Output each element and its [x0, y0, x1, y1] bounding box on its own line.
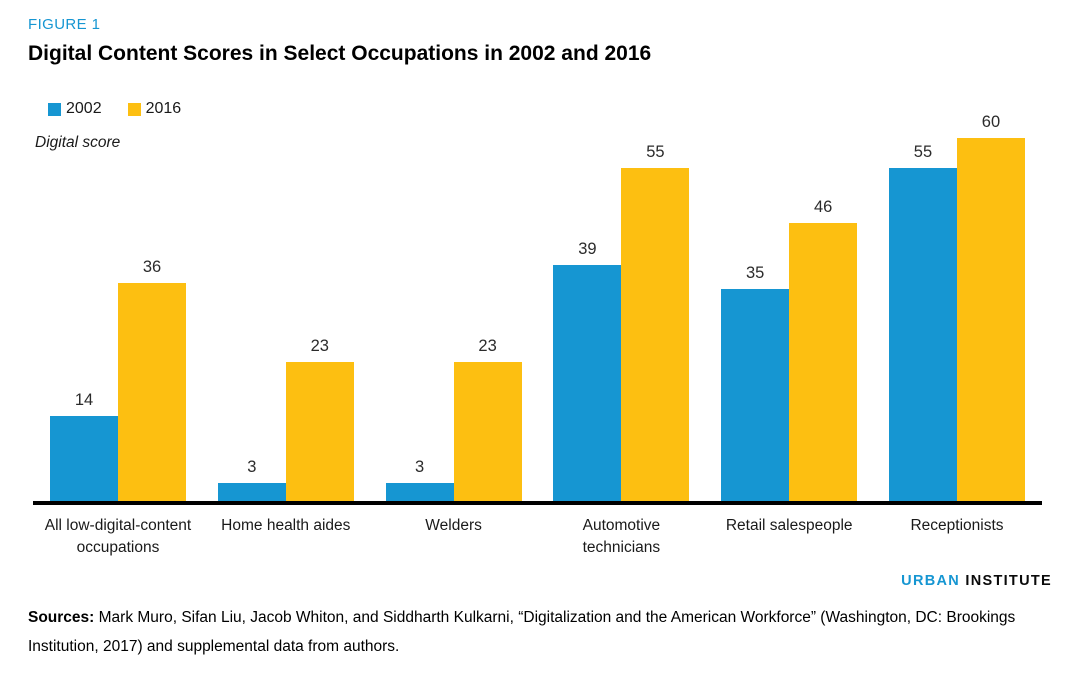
legend-item-2002: 2002: [48, 100, 102, 118]
category-slot: Welders: [386, 515, 522, 559]
bar-value-label: 39: [578, 240, 597, 258]
bar-group: 55 60: [888, 113, 1025, 501]
bar-value-label: 23: [310, 337, 329, 355]
chart-title: Digital Content Scores in Select Occupat…: [28, 42, 652, 65]
bar-group: 14 36: [50, 258, 186, 501]
urban-institute-logo: URBAN INSTITUTE: [28, 573, 1052, 589]
bar-2002: [553, 265, 622, 501]
bar-group: 39 55: [553, 143, 690, 501]
category-label: Receptionists: [910, 517, 1004, 534]
category-slot: All low-digital-content occupations: [45, 515, 191, 559]
bar-value-label: 60: [981, 113, 1001, 131]
bar-chart: Digital score 14 36 3 23 3 23 39 55 35 46 55 60 All…: [33, 113, 1042, 559]
bar-value-label: 55: [646, 143, 665, 161]
category-label: All low-digital-content occupations: [44, 517, 192, 556]
legend-swatch-2016-icon: [127, 102, 141, 116]
category-label: Automotive technicians: [582, 517, 661, 556]
bar-group: 35 46: [721, 198, 858, 501]
legend-label-2002: 2002: [66, 100, 102, 117]
chart-legend: 2002 2016: [48, 100, 1052, 118]
legend-label-2016: 2016: [145, 100, 182, 117]
bar-value-label: 3: [247, 458, 257, 476]
bar-2016: [285, 362, 354, 501]
chart-groups: 14 36 3 23 3 23 39 55 35 46 55 60: [33, 113, 1042, 501]
logo-institute-text: INSTITUTE: [965, 573, 1052, 589]
bar-column-2002: 3: [217, 458, 286, 501]
bar-column-2016: 46: [789, 198, 858, 501]
bar-2002: [385, 483, 454, 501]
bar-column-2002: 3: [385, 458, 454, 501]
sources-label: Sources:: [28, 609, 95, 626]
y-axis-label: Digital score: [35, 134, 121, 151]
bar-value-label: 46: [814, 198, 833, 216]
bar-value-label: 14: [74, 391, 94, 409]
bar-2002: [50, 416, 118, 501]
category-labels: All low-digital-content occupations Home …: [33, 515, 1042, 559]
bar-column-2002: 14: [50, 391, 118, 501]
figure-label: FIGURE 1: [28, 16, 101, 33]
bar-column-2002: 39: [553, 240, 622, 501]
bar-2016: [118, 283, 186, 501]
bar-column-2016: 60: [956, 113, 1025, 501]
bar-value-label: 35: [746, 264, 765, 282]
category-label: Retail salespeople: [725, 517, 853, 534]
bar-group: 3 23: [385, 337, 522, 501]
bar-value-label: 55: [913, 143, 933, 161]
bar-2002: [721, 289, 790, 501]
bar-column-2016: 55: [621, 143, 690, 501]
bar-2016: [621, 168, 690, 501]
bar-2016: [789, 223, 858, 501]
category-label: Home health aides: [221, 517, 351, 534]
bar-2016: [453, 362, 522, 501]
sources-text: Mark Muro, Sifan Liu, Jacob Whiton, and …: [28, 609, 1016, 655]
bar-value-label: 36: [142, 258, 162, 276]
logo-urban-text: URBAN: [901, 573, 961, 589]
plot-area: Digital score 14 36 3 23 3 23 39 55 35 46 55 60: [33, 113, 1042, 505]
bar-2002: [217, 483, 286, 501]
legend-item-2016: 2016: [127, 100, 182, 118]
category-slot: Home health aides: [218, 515, 354, 559]
category-slot: Receptionists: [889, 515, 1025, 559]
bar-column-2002: 35: [721, 264, 790, 501]
bar-value-label: 23: [478, 337, 497, 355]
category-slot: Automotive technicians: [553, 515, 689, 559]
category-slot: Retail salespeople: [721, 515, 857, 559]
bar-2002: [888, 168, 957, 501]
category-label: Welders: [425, 517, 482, 534]
bar-column-2016: 36: [118, 258, 186, 501]
bar-value-label: 3: [415, 458, 425, 476]
bar-column-2016: 23: [453, 337, 522, 501]
bar-group: 3 23: [217, 337, 354, 501]
sources-note: Sources: Mark Muro, Sifan Liu, Jacob Whi…: [28, 603, 1046, 661]
bar-2016: [956, 138, 1025, 501]
bar-column-2002: 55: [888, 143, 957, 501]
legend-swatch-2002-icon: [48, 102, 61, 116]
bar-column-2016: 23: [285, 337, 354, 501]
